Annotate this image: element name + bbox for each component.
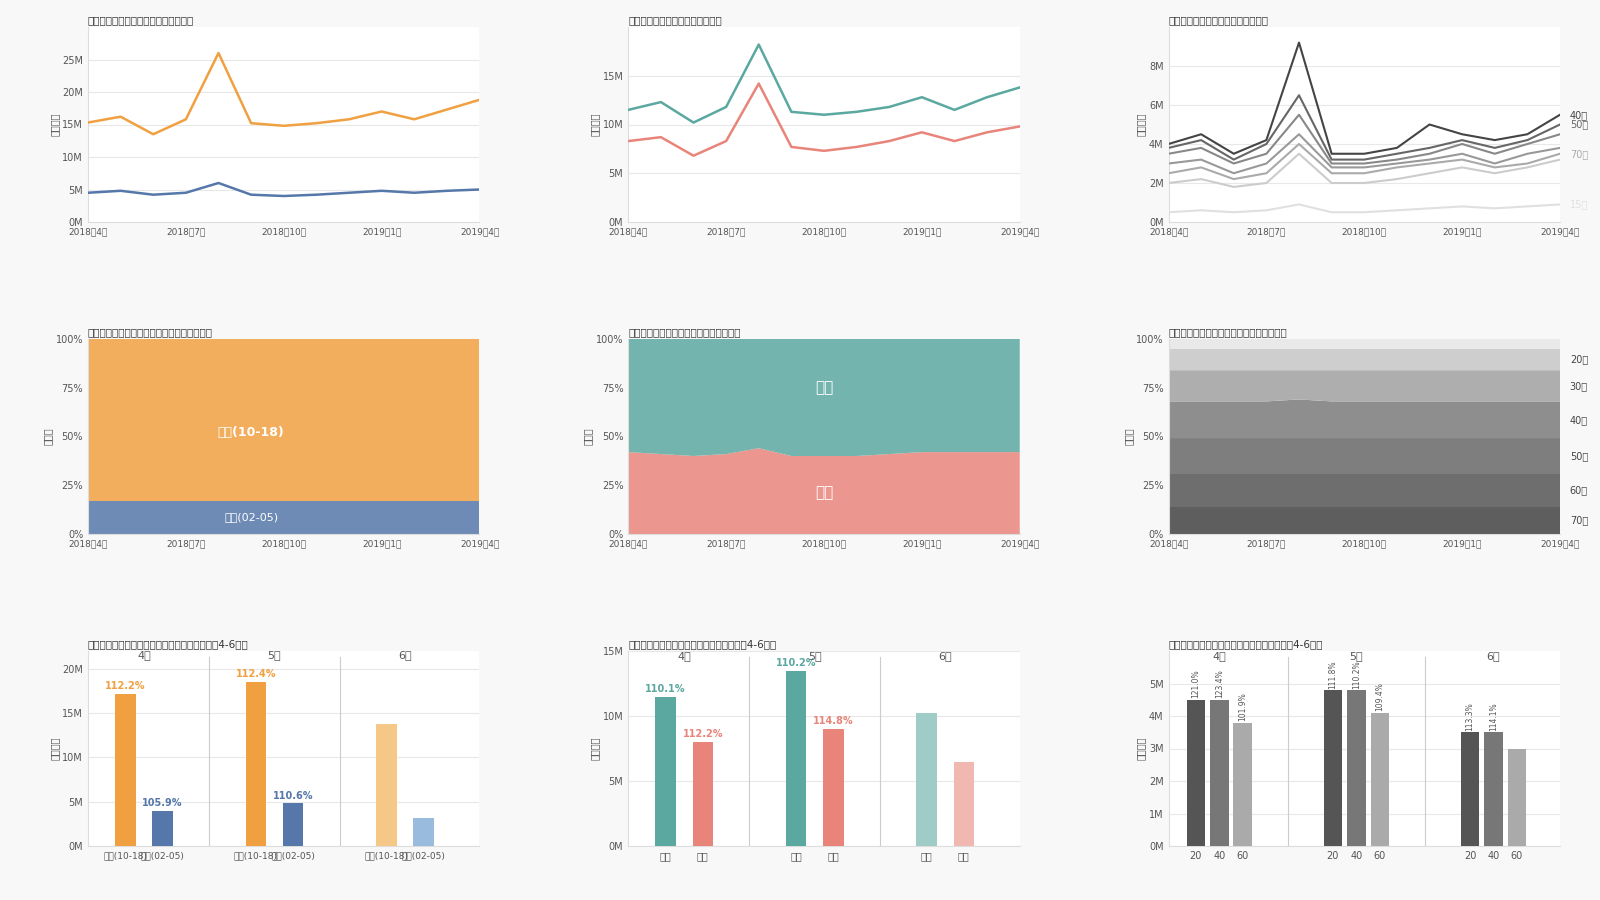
- Text: 112.4%: 112.4%: [235, 670, 277, 680]
- Bar: [1485, 733, 1502, 846]
- Bar: [1461, 733, 1480, 846]
- Bar: [822, 729, 843, 846]
- Text: 《国内》旅行者数の推移（年代別）前年比（4-6月）: 《国内》旅行者数の推移（年代別）前年比（4-6月）: [1168, 639, 1323, 649]
- Text: 《国内》旅行者数の推移（時間帯別）構成比: 《国内》旅行者数の推移（時間帯別）構成比: [88, 327, 213, 337]
- Y-axis label: 旅行者数: 旅行者数: [1136, 737, 1146, 760]
- Y-axis label: 旅行者数: 旅行者数: [50, 737, 59, 760]
- Text: 男性: 男性: [814, 380, 834, 395]
- Text: 観光(10-18): 観光(10-18): [218, 426, 285, 439]
- Bar: [413, 817, 434, 846]
- Text: 《国内》旅行者数の推移（時間帯別）前年比（4-6月）: 《国内》旅行者数の推移（時間帯別）前年比（4-6月）: [88, 639, 248, 649]
- Text: 110.2%: 110.2%: [1352, 660, 1362, 688]
- Text: 宿泊(02-05): 宿泊(02-05): [224, 512, 278, 522]
- Y-axis label: 旅行者数: 旅行者数: [590, 112, 600, 136]
- Bar: [1371, 713, 1389, 846]
- Y-axis label: 構成比: 構成比: [1123, 428, 1133, 446]
- Bar: [115, 694, 136, 846]
- Bar: [786, 670, 806, 846]
- Text: 111.8%: 111.8%: [1328, 661, 1338, 688]
- Text: 40代: 40代: [1570, 110, 1587, 120]
- Bar: [656, 697, 675, 846]
- Text: 《国内》旅行者数の推移（年代別）構成比: 《国内》旅行者数の推移（年代別）構成比: [1168, 327, 1288, 337]
- Bar: [1210, 700, 1229, 846]
- Text: 50代: 50代: [1570, 120, 1589, 130]
- Text: 112.2%: 112.2%: [683, 729, 723, 740]
- Text: 70代: 70代: [1570, 516, 1589, 526]
- Y-axis label: 構成比: 構成比: [43, 428, 53, 446]
- Bar: [1323, 690, 1342, 846]
- Text: 4月: 4月: [138, 651, 150, 661]
- Text: 6月: 6月: [398, 651, 411, 661]
- Bar: [376, 724, 397, 846]
- Text: 114.8%: 114.8%: [813, 716, 854, 726]
- Text: 123.4%: 123.4%: [1214, 670, 1224, 698]
- Text: 4月: 4月: [677, 652, 691, 662]
- Text: 20代: 20代: [1570, 355, 1589, 365]
- Text: 110.1%: 110.1%: [645, 684, 686, 694]
- Bar: [1507, 749, 1526, 846]
- Text: 5月: 5月: [1350, 651, 1363, 661]
- Bar: [917, 714, 936, 846]
- Bar: [152, 811, 173, 846]
- Bar: [693, 742, 714, 846]
- Text: 6月: 6月: [938, 652, 952, 662]
- Text: 110.2%: 110.2%: [776, 658, 816, 668]
- Bar: [1234, 723, 1253, 846]
- Text: 5月: 5月: [808, 652, 821, 662]
- Text: 105.9%: 105.9%: [142, 798, 182, 808]
- Text: 114.1%: 114.1%: [1490, 702, 1498, 731]
- Bar: [1187, 700, 1205, 846]
- Text: 15代: 15代: [1570, 200, 1589, 210]
- Y-axis label: 旅行者数: 旅行者数: [50, 112, 59, 136]
- Text: 《国内》旅行者数の推移（年代別）: 《国内》旅行者数の推移（年代別）: [1168, 14, 1269, 25]
- Text: 50代: 50代: [1570, 451, 1589, 461]
- Text: 113.3%: 113.3%: [1466, 702, 1475, 731]
- Text: 《国内》旅行者数の推移（性別）前年比（4-6月）: 《国内》旅行者数の推移（性別）前年比（4-6月）: [629, 639, 776, 649]
- Bar: [1347, 690, 1366, 846]
- Text: 30代: 30代: [1570, 381, 1587, 391]
- Text: 70代: 70代: [1570, 148, 1589, 158]
- Text: 《国内》旅行者数の推移（性別）構成比: 《国内》旅行者数の推移（性別）構成比: [629, 327, 741, 337]
- Text: 女性: 女性: [814, 485, 834, 500]
- Text: 《国内》旅行者数の推移（性別）: 《国内》旅行者数の推移（性別）: [629, 14, 722, 25]
- Text: 《国内》旅行者数の推移（時間帯別）: 《国内》旅行者数の推移（時間帯別）: [88, 14, 194, 25]
- Text: 110.6%: 110.6%: [274, 791, 314, 801]
- Text: 109.4%: 109.4%: [1376, 682, 1384, 711]
- Y-axis label: 旅行者数: 旅行者数: [590, 737, 600, 760]
- Bar: [283, 804, 304, 846]
- Text: 5月: 5月: [267, 651, 282, 661]
- Text: 4月: 4月: [1213, 651, 1226, 661]
- Text: 6月: 6月: [1486, 651, 1501, 661]
- Text: 60代: 60代: [1570, 485, 1587, 495]
- Bar: [245, 682, 266, 846]
- Text: 101.9%: 101.9%: [1238, 692, 1248, 721]
- Text: 112.2%: 112.2%: [106, 681, 146, 691]
- Y-axis label: 構成比: 構成比: [582, 428, 594, 446]
- Y-axis label: 旅行者数: 旅行者数: [1136, 112, 1146, 136]
- Bar: [954, 761, 974, 846]
- Text: 40代: 40代: [1570, 415, 1587, 425]
- Text: 121.0%: 121.0%: [1192, 670, 1200, 698]
